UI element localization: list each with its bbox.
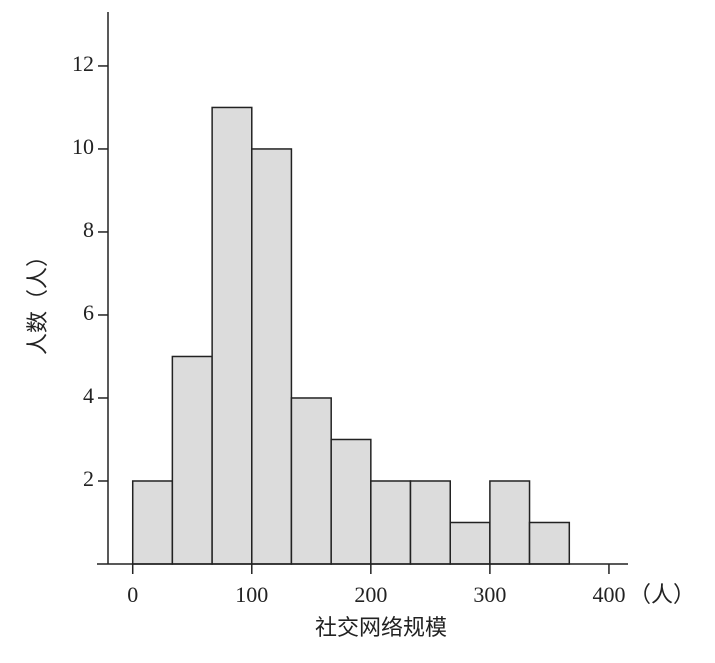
x-axis-label: 社交网络规模 [315, 615, 447, 640]
y-tick-label: 12 [72, 51, 94, 76]
x-tick-label: 200 [354, 582, 387, 607]
x-tick-label: 300 [473, 582, 506, 607]
bar [330, 438, 372, 565]
y-tick-label: 2 [83, 466, 94, 491]
x-tick-label: 400 [592, 582, 625, 607]
y-tick-label: 4 [83, 383, 94, 408]
y-axis-label: 人数（人） [25, 245, 50, 355]
bar [489, 480, 531, 565]
bar [449, 521, 491, 565]
bar [131, 480, 174, 565]
x-tick-label: 100 [235, 582, 268, 607]
bar [251, 148, 293, 565]
bar [211, 106, 253, 565]
x-unit-label: （人） [629, 582, 695, 607]
x-tick-label: 0 [127, 582, 138, 607]
bar [290, 397, 332, 565]
bar [528, 521, 571, 565]
y-tick-label: 6 [83, 300, 94, 325]
bar [370, 480, 412, 565]
y-tick-label: 10 [72, 134, 94, 159]
bar [409, 480, 451, 565]
bar [171, 355, 213, 565]
y-tick-label: 8 [83, 217, 94, 242]
